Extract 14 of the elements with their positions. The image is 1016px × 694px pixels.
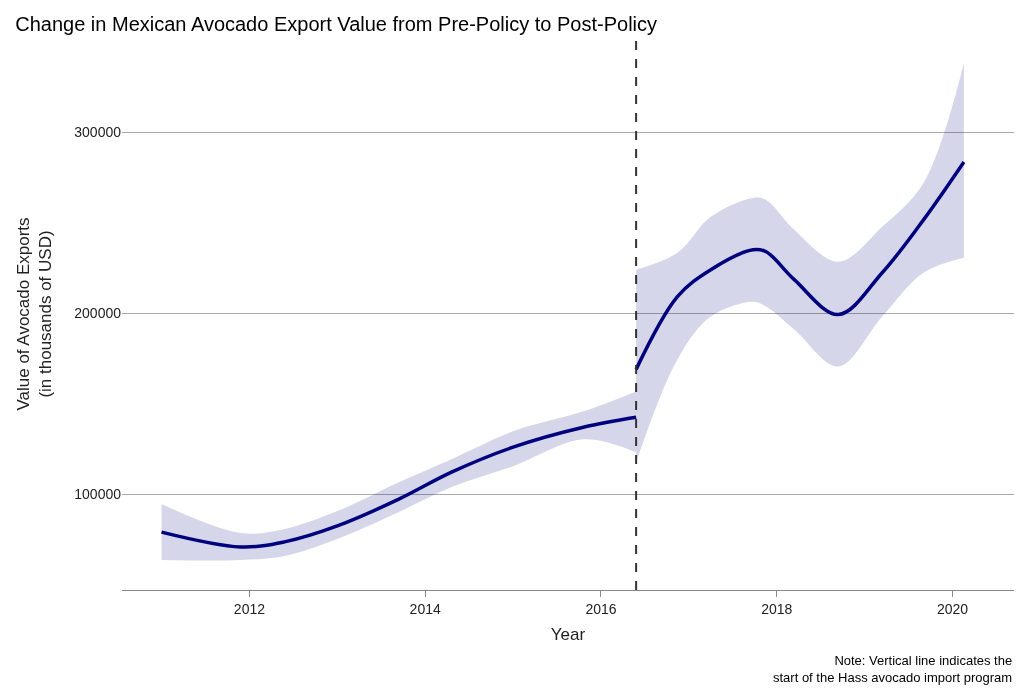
line-series — [159, 415, 638, 549]
y-tick-label: 300000 — [74, 124, 122, 141]
y-tick-label: 100000 — [74, 485, 122, 502]
line-series — [634, 160, 966, 372]
x-tick-label: 2018 — [761, 600, 793, 617]
x-tick-label: 2020 — [936, 600, 969, 617]
y-axis-title: Value of Avocado Exports (in thousands of USD) — [13, 217, 55, 411]
x-tick-label: 2016 — [585, 600, 617, 617]
x-axis-title: Year — [550, 625, 586, 645]
x-tick-label: 2014 — [409, 600, 441, 617]
chart-title: Change in Mexican Avocado Export Value from Pre-Policy to Post-Policy — [15, 13, 658, 36]
x-tick-label: 2012 — [233, 600, 266, 617]
text: Note: Vertical line indicates the start of the Hass avocado import program — [773, 653, 1013, 685]
y-tick-label: 200000 — [74, 305, 122, 321]
